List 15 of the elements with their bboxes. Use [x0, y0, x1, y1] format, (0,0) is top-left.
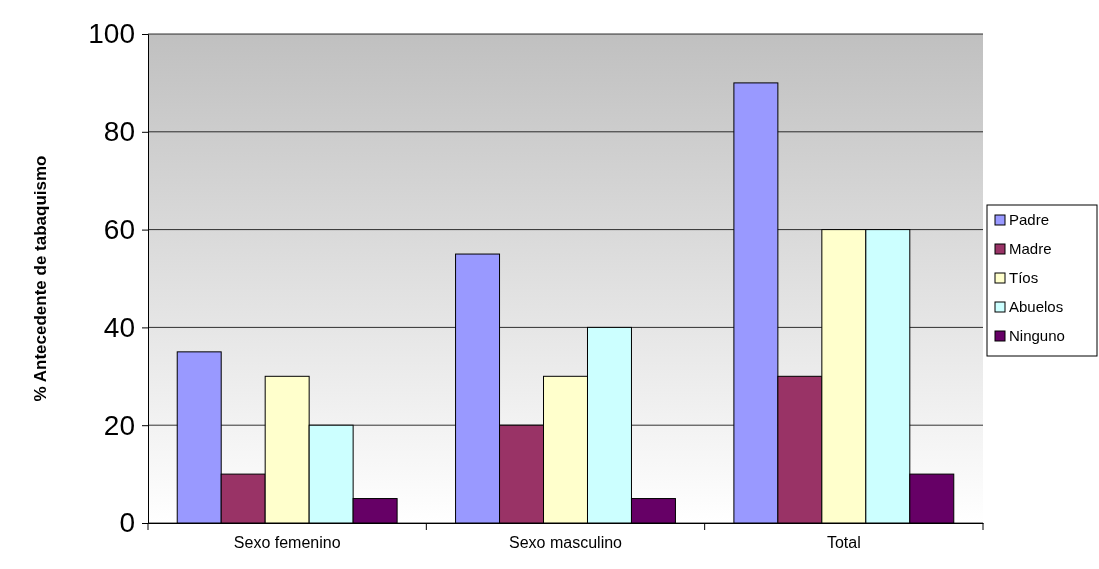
- legend-label: Tíos: [1009, 269, 1039, 286]
- legend-label: Ninguno: [1009, 327, 1065, 344]
- y-tick-label: 40: [103, 311, 135, 343]
- x-tick-label: Total: [826, 534, 861, 551]
- x-tick-label: Sexo masculino: [509, 534, 623, 551]
- y-tick-label: 80: [103, 116, 135, 148]
- y-tick-label: 100: [88, 18, 135, 50]
- y-tick-label: 0: [119, 507, 135, 539]
- x-tick-label: Sexo femenino: [233, 534, 341, 551]
- y-tick-label: 20: [103, 409, 135, 441]
- legend-label: Madre: [1009, 240, 1052, 257]
- y-tick-label: 60: [103, 214, 135, 246]
- y-axis-title: % Antecedente de tabaquismo: [31, 155, 50, 402]
- legend-label: Abuelos: [1009, 298, 1064, 315]
- legend-label: Padre: [1009, 211, 1050, 228]
